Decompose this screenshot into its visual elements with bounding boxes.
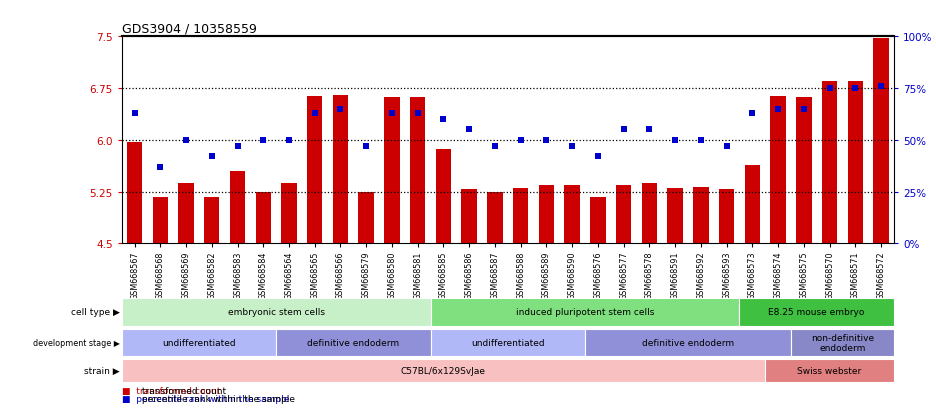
Bar: [591, 197, 606, 244]
Bar: [564, 185, 580, 244]
Bar: [333, 96, 348, 244]
Bar: [719, 190, 735, 244]
Text: C57BL/6x129SvJae: C57BL/6x129SvJae: [401, 366, 486, 375]
Bar: [513, 189, 529, 244]
Text: undifferentiated: undifferentiated: [471, 338, 545, 347]
Bar: [848, 82, 863, 244]
Bar: [122, 329, 276, 356]
Bar: [127, 142, 142, 244]
Point: [436, 116, 451, 123]
Point: [410, 110, 425, 117]
Bar: [766, 359, 894, 382]
Text: development stage ▶: development stage ▶: [33, 338, 120, 347]
Text: strain ▶: strain ▶: [84, 366, 120, 375]
Bar: [488, 192, 503, 244]
Text: GDS3904 / 10358559: GDS3904 / 10358559: [122, 22, 256, 35]
Bar: [204, 197, 220, 244]
Point: [127, 110, 142, 117]
Point: [745, 110, 760, 117]
Bar: [179, 183, 194, 244]
Point: [358, 143, 373, 150]
Point: [256, 137, 271, 144]
Text: Swiss webster: Swiss webster: [797, 366, 862, 375]
Bar: [230, 171, 245, 244]
Point: [616, 127, 631, 133]
Bar: [642, 183, 657, 244]
Bar: [436, 150, 451, 244]
Bar: [539, 185, 554, 244]
Bar: [122, 359, 766, 382]
Point: [153, 164, 168, 171]
Bar: [461, 190, 477, 244]
Point: [694, 137, 709, 144]
Text: definitive endoderm: definitive endoderm: [307, 338, 400, 347]
Text: cell type ▶: cell type ▶: [71, 308, 120, 317]
Bar: [822, 82, 838, 244]
Bar: [873, 39, 889, 244]
Point: [513, 137, 528, 144]
Point: [488, 143, 503, 150]
Bar: [745, 166, 760, 244]
Point: [873, 83, 888, 90]
Bar: [694, 187, 709, 244]
Text: ■  percentile rank within the sample: ■ percentile rank within the sample: [122, 394, 289, 404]
Bar: [307, 97, 323, 244]
Point: [642, 127, 657, 133]
Bar: [585, 329, 791, 356]
Point: [822, 85, 837, 92]
Bar: [667, 189, 683, 244]
Point: [797, 106, 812, 113]
Text: percentile rank within the sample: percentile rank within the sample: [139, 394, 295, 404]
Bar: [122, 299, 431, 326]
Point: [848, 85, 863, 92]
Point: [204, 154, 219, 160]
Point: [591, 154, 606, 160]
Point: [667, 137, 682, 144]
Text: transformed count: transformed count: [139, 386, 226, 395]
Text: induced pluripotent stem cells: induced pluripotent stem cells: [516, 308, 654, 317]
Point: [539, 137, 554, 144]
Bar: [410, 98, 426, 244]
Point: [230, 143, 245, 150]
Text: non-definitive
endoderm: non-definitive endoderm: [811, 333, 874, 352]
Bar: [431, 299, 739, 326]
Bar: [276, 329, 431, 356]
Point: [770, 106, 785, 113]
Bar: [431, 329, 585, 356]
Bar: [153, 197, 168, 244]
Point: [564, 143, 579, 150]
Text: embryonic stem cells: embryonic stem cells: [227, 308, 325, 317]
Bar: [358, 192, 374, 244]
Text: E8.25 mouse embryo: E8.25 mouse embryo: [768, 308, 865, 317]
Point: [385, 110, 400, 117]
Bar: [282, 183, 297, 244]
Point: [307, 110, 322, 117]
Point: [282, 137, 297, 144]
Bar: [797, 98, 812, 244]
Point: [179, 137, 194, 144]
Bar: [616, 185, 632, 244]
Point: [333, 106, 348, 113]
Text: ■  transformed count: ■ transformed count: [122, 386, 220, 395]
Point: [719, 143, 734, 150]
Bar: [256, 192, 271, 244]
Bar: [385, 98, 400, 244]
Bar: [791, 329, 894, 356]
Text: undifferentiated: undifferentiated: [162, 338, 236, 347]
Point: [461, 127, 476, 133]
Bar: [739, 299, 894, 326]
Text: definitive endoderm: definitive endoderm: [642, 338, 734, 347]
Bar: [770, 97, 786, 244]
